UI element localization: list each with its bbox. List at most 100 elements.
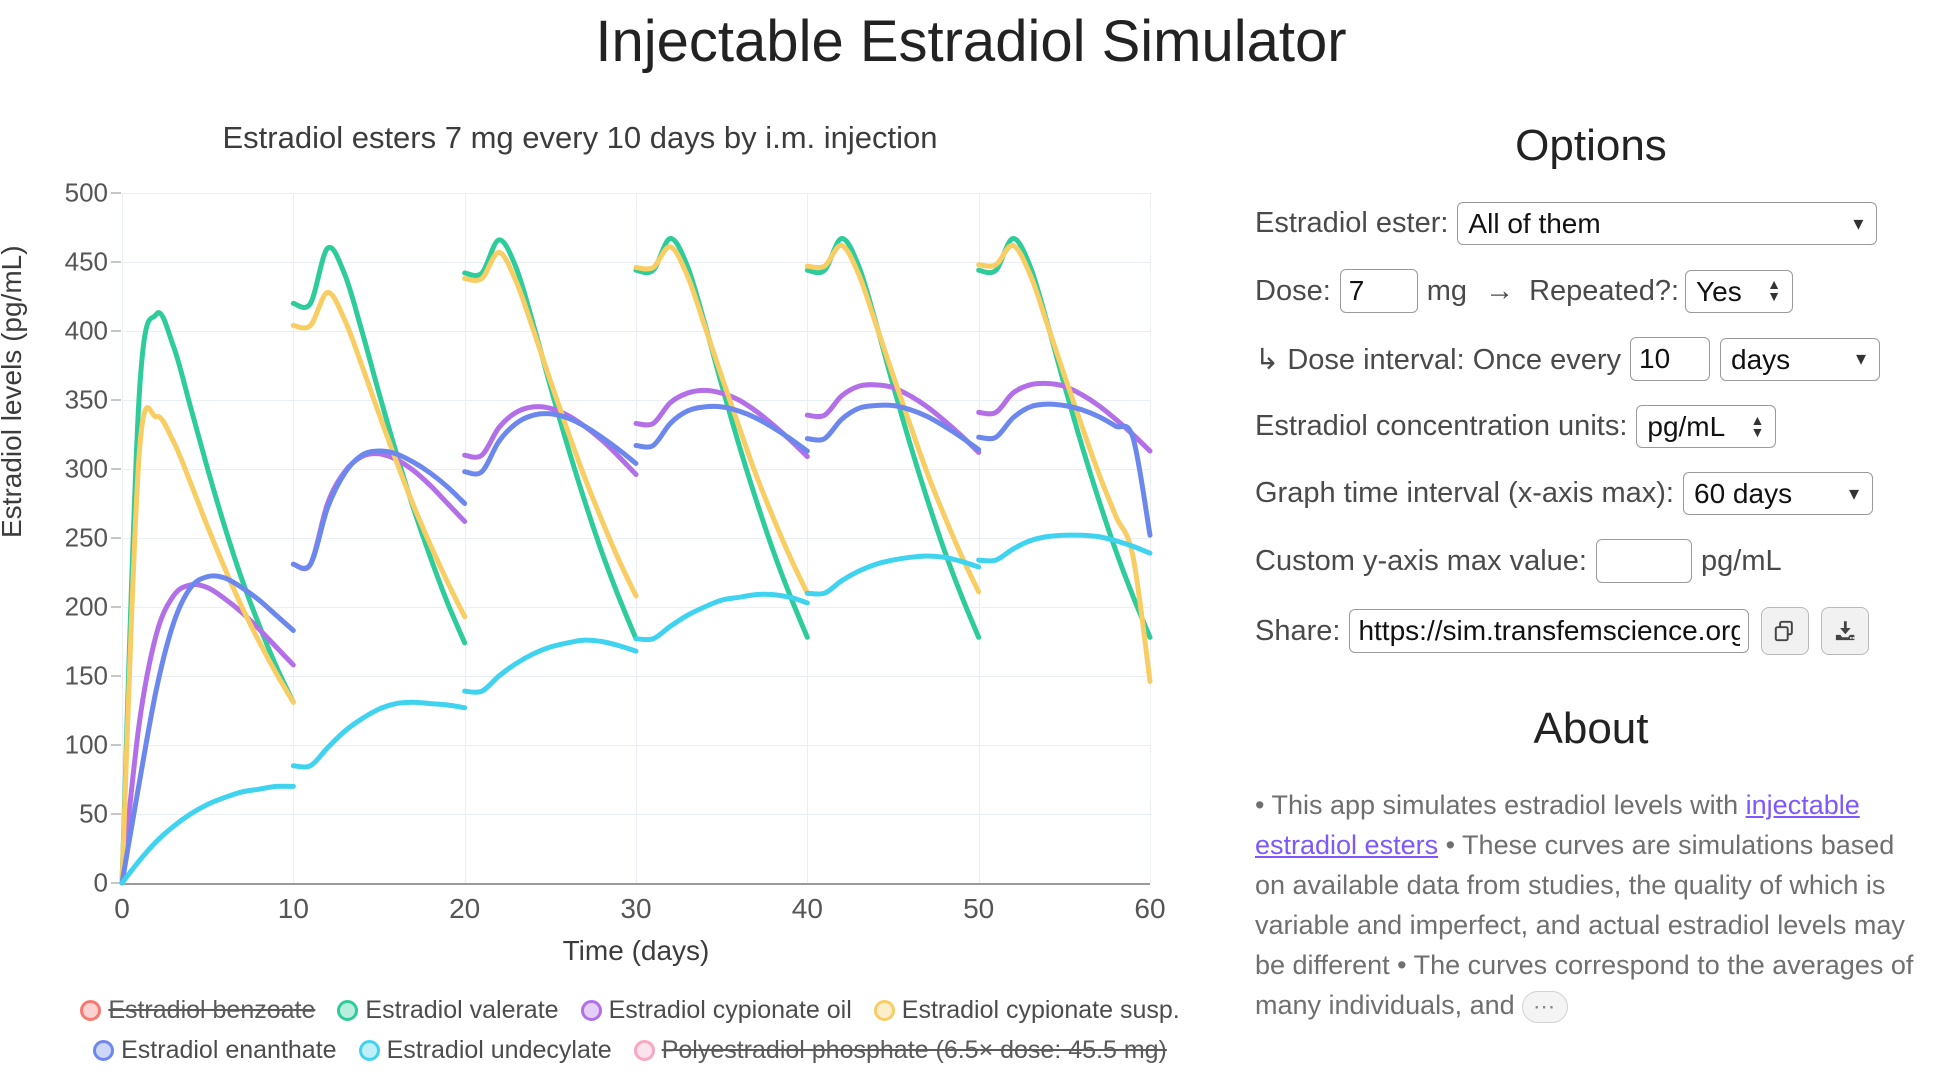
x-tick-label: 10 [277, 893, 309, 924]
y-tick-label: 350 [64, 384, 108, 415]
option-row-ester: Estradiol ester: All of them ▾ [1255, 202, 1927, 245]
legend-item[interactable]: Estradiol undecylate [358, 1035, 612, 1065]
curve-estradiol-cypionate-susp [119, 405, 296, 886]
y-tick-label: 50 [79, 798, 108, 829]
dose-interval-label: ↳ Dose interval: Once every [1255, 343, 1621, 376]
curve-estradiol-enanthate [290, 448, 468, 571]
curve-estradiol-cypionate-oil [462, 404, 639, 478]
graph-time-interval-select[interactable]: 60 days [1683, 472, 1873, 515]
x-tick-label: 50 [963, 893, 995, 924]
option-row-share: Share: [1255, 607, 1927, 655]
about-heading: About [1533, 704, 1649, 753]
curve-estradiol-cypionate-oil [119, 581, 296, 886]
curve-estradiol-enanthate [462, 411, 639, 477]
graph-time-interval-label: Graph time interval (x-axis max): [1255, 477, 1674, 509]
y-tick-mark [111, 813, 121, 815]
y-tick-label: 400 [64, 315, 108, 346]
y-tick-label: 200 [64, 591, 108, 622]
option-row-interval: ↳ Dose interval: Once every days ▾ [1255, 337, 1927, 381]
estradiol-ester-select[interactable]: All of them [1457, 202, 1878, 245]
curve-estradiol-undecylate [290, 699, 468, 770]
about-body: • This app simulates estradiol levels wi… [1255, 785, 1927, 1025]
gridline-vertical [464, 193, 466, 883]
options-heading: Options [1515, 121, 1667, 170]
curve-estradiol-valerate [290, 244, 468, 646]
legend-item-label: Polyestradiol phosphate (6.5× dose: 45.5… [661, 1035, 1167, 1064]
x-tick-label: 30 [620, 893, 652, 924]
download-button[interactable] [1821, 607, 1870, 655]
x-axis-label: Time (days) [562, 935, 710, 966]
y-tick-label: 300 [64, 453, 108, 484]
curve-estradiol-cypionate-oil [633, 387, 810, 460]
dose-unit-label: mg [1426, 274, 1468, 307]
option-row-time-interval: Graph time interval (x-axis max): 60 day… [1255, 472, 1927, 515]
y-tick-mark [111, 606, 121, 608]
curve-estradiol-undecylate [462, 637, 639, 695]
curve-estradiol-undecylate [633, 591, 810, 643]
y-tick-mark [111, 330, 121, 332]
interval-unit-select-wrap[interactable]: days ▾ [1720, 337, 1880, 381]
chart-panel: Estradiol esters 7 mg every 10 days by i… [0, 120, 1200, 1085]
y-tick-mark [111, 882, 121, 884]
curve-estradiol-enanthate [119, 573, 296, 886]
legend-marker-icon [358, 1039, 380, 1061]
y-tick-label: 100 [64, 729, 108, 760]
repeated-label: Repeated?: [1529, 274, 1680, 307]
y-tick-mark [111, 261, 121, 263]
plot-area: 0 50 100 150 200 250 300 350 400 450 500 0 10 20 30 40… [65, 178, 1166, 925]
legend-marker-icon [873, 999, 895, 1021]
gridline-vertical [293, 193, 295, 883]
show-more-button[interactable]: ⋯ [1522, 990, 1569, 1023]
gridline-vertical [122, 193, 123, 883]
chart-legend: Estradiol benzoate Estradiol valerate Estr… [80, 990, 1180, 1070]
legend-item[interactable]: Estradiol valerate [337, 996, 559, 1025]
legend-item[interactable]: Estradiol benzoate [80, 996, 315, 1025]
dose-interval-unit-select[interactable]: days [1720, 337, 1880, 381]
curve-estradiol-cypionate-susp [290, 289, 468, 620]
legend-item[interactable]: Estradiol cypionate susp. [873, 996, 1180, 1025]
curve-estradiol-undecylate [976, 532, 1153, 564]
legend-item-label: Estradiol enanthate [121, 1035, 337, 1064]
ymax-unit-label: pg/mL [1701, 544, 1782, 577]
curve-estradiol-undecylate [119, 783, 296, 886]
repeated-select-wrap[interactable]: Yes ▲ ▼ [1685, 269, 1794, 313]
arrow-right-icon: → [1485, 274, 1515, 307]
ester-select-wrap[interactable]: All of them ▾ [1457, 202, 1878, 245]
curve-estradiol-cypionate-susp [462, 249, 639, 599]
download-icon [1836, 621, 1855, 641]
custom-ymax-label: Custom y-axis max value: [1255, 544, 1587, 577]
time-interval-select-wrap[interactable]: 60 days ▾ [1683, 472, 1873, 515]
share-url-input[interactable] [1349, 609, 1750, 653]
custom-ymax-input[interactable] [1596, 539, 1692, 583]
concentration-units-select[interactable]: pg/mL [1636, 405, 1777, 448]
legend-marker-icon [93, 1039, 115, 1061]
y-tick-label: 450 [64, 246, 108, 277]
gridline-vertical [807, 193, 809, 883]
share-label: Share: [1255, 614, 1341, 647]
curve-estradiol-valerate [119, 310, 296, 886]
repeated-select[interactable]: Yes [1685, 269, 1794, 313]
curve-estradiol-enanthate [976, 401, 1153, 538]
chart-curves [119, 236, 1153, 886]
x-tick-label: 40 [791, 893, 823, 924]
copy-link-button[interactable] [1761, 607, 1810, 655]
dose-input[interactable] [1339, 269, 1418, 313]
y-tick-mark [111, 468, 121, 470]
plot-wrapper: Estradiol levels (pg/mL) 0 50 100 150 200 250… [0, 160, 1200, 967]
curve-estradiol-valerate [804, 236, 982, 640]
ester-label: Estradiol ester: [1255, 207, 1449, 239]
y-tick-mark [111, 675, 121, 677]
legend-item[interactable]: Estradiol enanthate [93, 1035, 337, 1065]
curve-estradiol-undecylate [804, 553, 982, 597]
option-row-units: Estradiol concentration units: pg/mL ▲ ▼ [1255, 405, 1927, 448]
option-row-dose: Dose: mg → Repeated?: Yes ▲▼ [1255, 269, 1927, 313]
legend-item[interactable]: Polyestradiol phosphate (6.5× dose: 45.5… [633, 1035, 1167, 1065]
units-select-wrap[interactable]: pg/mL ▲ ▼ [1636, 405, 1777, 448]
legend-item[interactable]: Estradiol cypionate oil [580, 996, 852, 1025]
dose-interval-input[interactable] [1630, 337, 1710, 381]
legend-item-label: Estradiol undecylate [386, 1035, 612, 1064]
legend-row: Estradiol benzoate Estradiol valerate Estr… [80, 990, 1180, 1030]
injectable-estradiol-esters-link[interactable]: injectable estradiol esters [1255, 790, 1860, 860]
chart-title: Estradiol esters 7 mg every 10 days by i… [222, 120, 938, 155]
y-tick-label: 0 [93, 867, 108, 898]
